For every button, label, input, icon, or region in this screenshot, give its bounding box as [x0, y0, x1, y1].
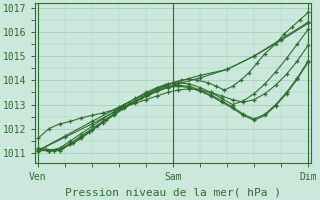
X-axis label: Pression niveau de la mer( hPa ): Pression niveau de la mer( hPa ) — [65, 187, 281, 197]
